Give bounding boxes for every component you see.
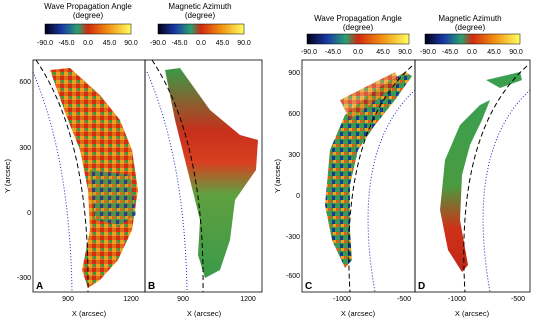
x-tick-label: 1200 (123, 296, 139, 303)
x-axis-label: X (arcsec) (72, 309, 107, 318)
x-tick-label: -1000 (333, 296, 351, 303)
colorbar-tick: 0.0 (196, 40, 206, 47)
panel-letter: B (148, 281, 155, 292)
colorbar-tick: 0.0 (83, 40, 93, 47)
map-region (486, 72, 522, 88)
colorbar-title: Magnetic Azimuth (168, 2, 231, 11)
map-region (325, 72, 412, 268)
colorbar-tick: 45.0 (376, 49, 390, 56)
colorbar-tick: 45.0 (216, 40, 230, 47)
panel: A 900 1200 X (arcsec) 600 300 0 -300 Y (… (3, 59, 146, 318)
x-tick-label: 900 (62, 296, 74, 303)
panel: D -1000 -500 X (arcsec) (414, 59, 531, 318)
limb-line (151, 59, 204, 293)
colorbar-tick: -45.0 (59, 40, 75, 47)
colorbar-tick: 45.0 (103, 40, 117, 47)
limb-line (463, 65, 528, 293)
colorbar-tick: 90.0 (509, 49, 523, 56)
y-tick-label: 0 (27, 210, 31, 217)
colorbar-title: Wave Propagation Angle (314, 14, 402, 23)
colorbar: Wave Propagation Angle (degree) -90.0 -4… (301, 14, 412, 56)
map-region (440, 100, 490, 272)
colorbar-tick: -45.0 (325, 49, 341, 56)
colorbar-tick: -45.0 (442, 49, 458, 56)
colorbar-unit: (degree) (73, 11, 104, 20)
map-region (340, 72, 400, 120)
colorbar-tick: 90.0 (237, 40, 251, 47)
colorbar: Wave Propagation Angle (degree) -90.0 -4… (37, 2, 138, 47)
colorbar-unit: (degree) (343, 23, 374, 32)
panel-letter: A (36, 281, 43, 292)
colorbar-tick: -90.0 (420, 49, 436, 56)
y-axis-label: Y (arcsec) (273, 158, 282, 193)
x-tick-label: -1000 (448, 296, 466, 303)
y-tick-label: 0 (296, 193, 300, 200)
y-tick-label: 300 (19, 145, 31, 152)
colorbar-gradient (157, 23, 245, 35)
colorbar-title: Magnetic Azimuth (438, 14, 501, 23)
reference-arc (482, 89, 531, 293)
panel-letter: C (305, 281, 312, 292)
y-tick-label: -300 (286, 234, 300, 241)
x-axis-label: X (arcsec) (187, 309, 222, 318)
reference-arc (367, 89, 416, 293)
x-tick-label: 1200 (240, 296, 256, 303)
panel: C -1000 -500 X (arcsec) 900 600 300 0 -3… (273, 59, 416, 318)
colorbar-tick: -45.0 (172, 40, 188, 47)
colorbar-unit: (degree) (455, 23, 486, 32)
limb-line (35, 59, 89, 293)
y-tick-label: -600 (286, 273, 300, 280)
x-tick-label: -500 (511, 296, 525, 303)
x-tick-label: -500 (397, 296, 411, 303)
colorbar: Magnetic Azimuth (degree) -90.0 -45.0 0.… (420, 14, 523, 56)
limb-line (348, 65, 413, 293)
y-axis-label: Y (arcsec) (3, 158, 12, 193)
panel-letter: D (418, 281, 425, 292)
colorbar-gradient (306, 33, 410, 45)
y-tick-label: -300 (17, 275, 31, 282)
colorbar-gradient (44, 23, 132, 35)
colorbar-tick: -90.0 (37, 40, 53, 47)
panel-frame (414, 59, 531, 293)
reference-arc (146, 71, 188, 293)
x-axis-label: X (arcsec) (341, 309, 376, 318)
reference-arc (32, 71, 73, 293)
map-region (165, 68, 258, 278)
colorbar-tick: 0.0 (353, 49, 363, 56)
x-tick-label: 900 (177, 296, 189, 303)
map-region (90, 170, 136, 225)
colorbar-title: Wave Propagation Angle (44, 2, 132, 11)
colorbar: Magnetic Azimuth (degree) -90.0 -45.0 0.… (150, 2, 251, 47)
panel: B 900 1200 X (arcsec) (144, 59, 263, 318)
colorbar-gradient (424, 33, 521, 45)
y-tick-label: 600 (288, 111, 300, 118)
y-tick-label: 600 (19, 79, 31, 86)
colorbar-tick: 0.0 (467, 49, 477, 56)
colorbar-tick: 90.0 (398, 49, 412, 56)
panel-frame (144, 59, 263, 293)
colorbar-unit: (degree) (185, 11, 216, 20)
colorbar-tick: 90.0 (124, 40, 138, 47)
colorbar-tick: -90.0 (150, 40, 166, 47)
x-axis-label: X (arcsec) (455, 309, 490, 318)
colorbar-tick: -90.0 (301, 49, 317, 56)
y-tick-label: 900 (288, 70, 300, 77)
y-tick-label: 300 (288, 152, 300, 159)
colorbar-tick: 45.0 (487, 49, 501, 56)
